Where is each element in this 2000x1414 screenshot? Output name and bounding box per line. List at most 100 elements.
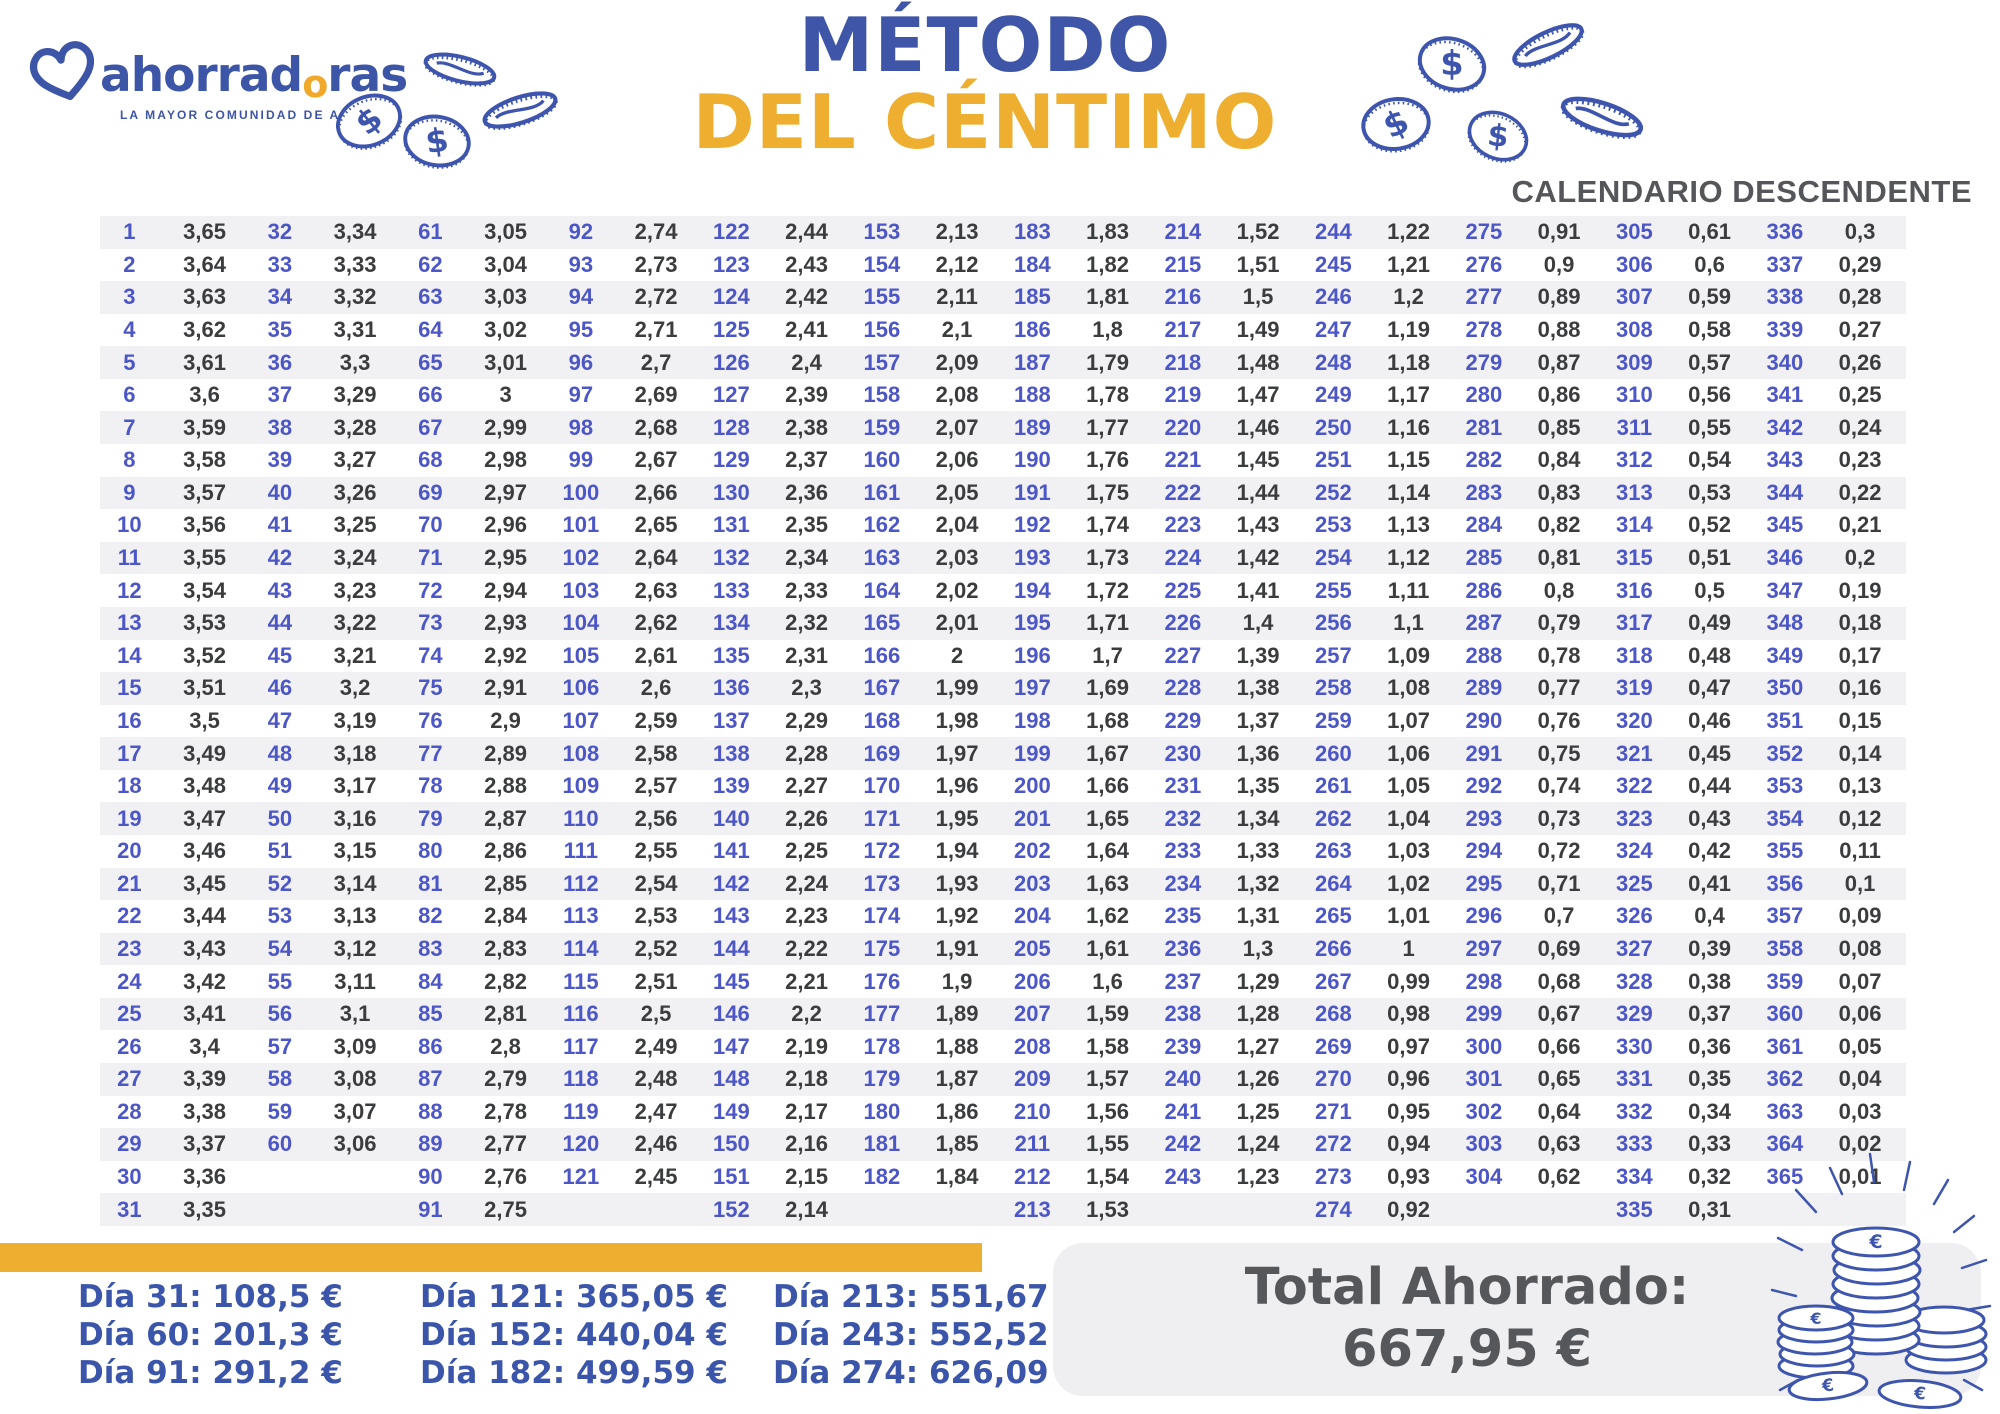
day-number: 63 [418, 284, 443, 310]
day-number: 207 [1013, 1001, 1051, 1027]
day-cell: 22 3,44 [100, 900, 251, 933]
day-number: 29 [117, 1131, 142, 1157]
day-cell: 334 0,32 [1605, 1161, 1756, 1194]
day-cell: 259 1,07 [1304, 705, 1455, 738]
day-number: 145 [712, 968, 750, 994]
day-amount: 0,39 [1688, 936, 1731, 961]
day-cell: 359 0,07 [1756, 965, 1907, 998]
day-number: 121 [562, 1164, 600, 1190]
day-number: 165 [863, 610, 901, 636]
day-amount: 2,55 [634, 838, 678, 864]
day-number: 87 [418, 1066, 443, 1092]
day-number: 70 [418, 512, 443, 538]
day-amount: 2,84 [484, 903, 527, 929]
day-number: 35 [267, 317, 293, 343]
day-number: 337 [1766, 251, 1804, 277]
day-amount: 3,04 [484, 251, 527, 277]
day-cell: 82 2,84 [401, 900, 552, 933]
day-cell: 242 1,24 [1154, 1128, 1305, 1161]
day-number: 283 [1465, 479, 1503, 505]
day-amount: 3,29 [333, 382, 377, 408]
day-amount: 1,64 [1086, 838, 1129, 864]
day-cell: 335 0,31 [1605, 1193, 1756, 1226]
day-number: 211 [1014, 1131, 1051, 1157]
day-amount: 1,94 [935, 838, 979, 864]
calendar-type-label: CALENDARIO DESCENDENTE [1511, 174, 1972, 209]
day-number: 341 [1766, 382, 1804, 408]
day-amount: 1,7 [1092, 642, 1123, 668]
day-amount: 1,81 [1086, 284, 1129, 310]
day-amount: 3,45 [183, 870, 226, 896]
day-amount: 3,49 [183, 740, 226, 766]
day-number: 88 [418, 1098, 443, 1124]
day-cell: 236 1,3 [1154, 933, 1305, 966]
day-amount: 3,63 [183, 284, 226, 310]
day-cell: 122 2,44 [702, 216, 853, 249]
day-cell: 50 3,16 [251, 802, 402, 835]
day-cell: 275 0,91 [1455, 216, 1606, 249]
day-cell [853, 1193, 1004, 1226]
day-number: 305 [1615, 219, 1653, 245]
day-number: 118 [563, 1066, 599, 1092]
svg-text:€: € [1868, 1231, 1882, 1253]
day-amount: 3,01 [484, 349, 527, 375]
day-cell: 203 1,63 [1003, 868, 1154, 901]
day-amount: 1,87 [935, 1066, 979, 1092]
day-amount: 0,89 [1537, 284, 1581, 310]
day-number: 225 [1164, 577, 1202, 603]
day-cell: 73 2,93 [401, 607, 552, 640]
day-cell: 83 2,83 [401, 933, 552, 966]
day-amount: 0,87 [1537, 349, 1581, 375]
day-cell: 293 0,73 [1455, 802, 1606, 835]
day-number: 129 [712, 447, 750, 473]
day-cell: 188 1,78 [1003, 379, 1154, 412]
day-amount: 3,26 [333, 479, 377, 505]
day-amount: 3,34 [333, 219, 377, 245]
day-cell: 304 0,62 [1455, 1161, 1606, 1194]
day-cell: 179 1,87 [853, 1063, 1004, 1096]
day-number: 288 [1465, 642, 1503, 668]
day-cell: 14 3,52 [100, 640, 251, 673]
brand-logo: ahorradoras LA MAYOR COMUNIDAD DE AHORRO [28, 26, 408, 136]
table-row: 10 3,56 41 3,25 70 2,96 101 2,65 131 2,35 162 2,04 1… [100, 509, 1906, 542]
day-cell: 292 0,74 [1455, 770, 1606, 803]
day-cell: 92 2,74 [552, 216, 703, 249]
day-cell: 132 2,34 [702, 542, 853, 575]
day-cell: 313 0,53 [1605, 477, 1756, 510]
day-number: 169 [863, 740, 901, 766]
day-amount: 0,94 [1387, 1131, 1430, 1157]
day-cell: 197 1,69 [1003, 672, 1154, 705]
day-cell: 326 0,4 [1605, 900, 1756, 933]
day-amount: 2,42 [785, 284, 828, 310]
day-number: 99 [568, 447, 594, 473]
day-amount: 3,35 [183, 1196, 226, 1222]
day-amount: 1,47 [1236, 382, 1280, 408]
day-number: 304 [1465, 1164, 1503, 1190]
brand-tagline: LA MAYOR COMUNIDAD DE AHORRO [120, 108, 396, 122]
day-number: 138 [712, 740, 750, 766]
day-cell: 43 3,23 [251, 574, 402, 607]
day-amount: 1,75 [1086, 479, 1129, 505]
day-cell: 76 2,9 [401, 705, 552, 738]
day-cell: 126 2,4 [702, 346, 853, 379]
day-amount: 0,71 [1537, 870, 1581, 896]
day-amount: 1,31 [1236, 903, 1280, 929]
day-cell: 124 2,42 [702, 281, 853, 314]
day-amount: 2,82 [484, 968, 527, 994]
day-amount: 1,54 [1086, 1164, 1129, 1190]
day-cell: 343 0,23 [1756, 444, 1907, 477]
day-cell: 329 0,37 [1605, 998, 1756, 1031]
day-number: 7 [123, 414, 136, 440]
day-number: 28 [117, 1098, 142, 1124]
day-cell: 168 1,98 [853, 705, 1004, 738]
day-amount: 1,65 [1086, 805, 1129, 831]
day-amount: 0,52 [1688, 512, 1731, 538]
day-amount: 1,46 [1236, 414, 1280, 440]
day-number: 244 [1314, 219, 1352, 245]
day-cell: 138 2,28 [702, 737, 853, 770]
day-cell: 86 2,8 [401, 1030, 552, 1063]
day-number: 20 [117, 838, 142, 864]
svg-text:€: € [1820, 1375, 1835, 1396]
day-amount: 0,92 [1387, 1196, 1430, 1222]
day-cell: 95 2,71 [552, 314, 703, 347]
